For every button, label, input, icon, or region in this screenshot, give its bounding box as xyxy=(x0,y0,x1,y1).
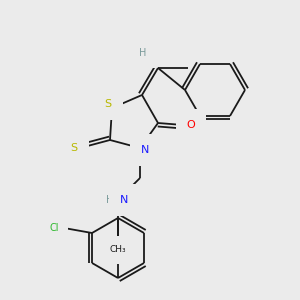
Text: N: N xyxy=(120,195,128,205)
Text: S: S xyxy=(70,143,78,153)
Text: S: S xyxy=(104,99,112,109)
Text: H: H xyxy=(139,48,147,58)
Text: O: O xyxy=(187,120,195,130)
Text: H: H xyxy=(106,195,114,205)
Text: Cl: Cl xyxy=(49,223,59,233)
Text: CH₃: CH₃ xyxy=(110,245,126,254)
Text: N: N xyxy=(141,145,149,155)
